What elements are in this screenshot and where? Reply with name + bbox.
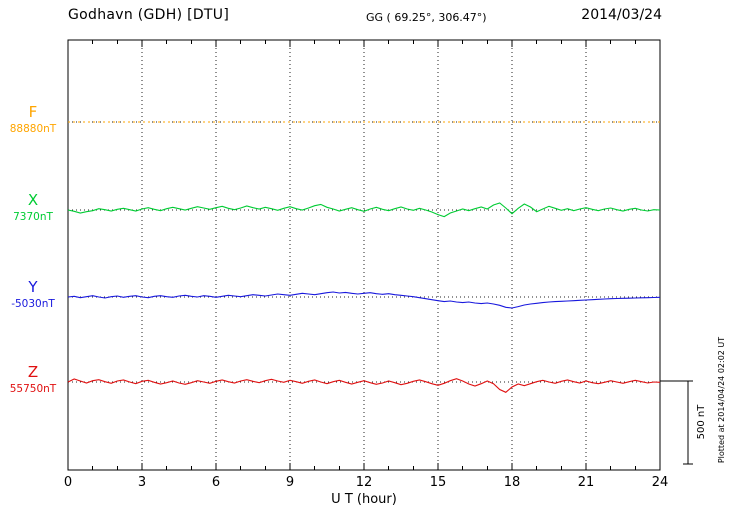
scale-bar-label: 500 nT: [696, 404, 707, 440]
svg-text:3: 3: [138, 475, 146, 490]
component-baseline-z: 55750nT: [9, 383, 57, 395]
series-label-f: F 88880nT: [2, 104, 64, 135]
series-label-x: X 7370nT: [2, 192, 64, 223]
svg-text:24: 24: [652, 475, 669, 490]
component-name-f: F: [28, 103, 38, 121]
series-label-y: Y -5030nT: [2, 279, 64, 310]
component-baseline-f: 88880nT: [9, 123, 57, 135]
svg-text:21: 21: [578, 475, 595, 490]
component-name-x: X: [27, 191, 39, 209]
component-name-z: Z: [27, 363, 39, 381]
series-label-z: Z 55750nT: [2, 364, 64, 395]
svg-text:9: 9: [286, 475, 294, 490]
component-name-y: Y: [28, 278, 38, 296]
component-baseline-y: -5030nT: [11, 298, 55, 310]
svg-text:18: 18: [504, 475, 521, 490]
svg-text:12: 12: [356, 475, 373, 490]
svg-text:15: 15: [430, 475, 447, 490]
station-title: Godhavn (GDH) [DTU]: [68, 7, 230, 23]
x-axis-label: U T (hour): [331, 492, 397, 507]
plotted-at-note: Plotted at 2014/04/24 02:02 UT: [717, 336, 726, 464]
component-baseline-x: 7370nT: [13, 211, 53, 223]
svg-text:6: 6: [212, 475, 220, 490]
plot-date: 2014/03/24: [581, 7, 662, 23]
geographic-coords: GG ( 69.25°, 306.47°): [366, 11, 487, 24]
svg-text:0: 0: [64, 475, 72, 490]
